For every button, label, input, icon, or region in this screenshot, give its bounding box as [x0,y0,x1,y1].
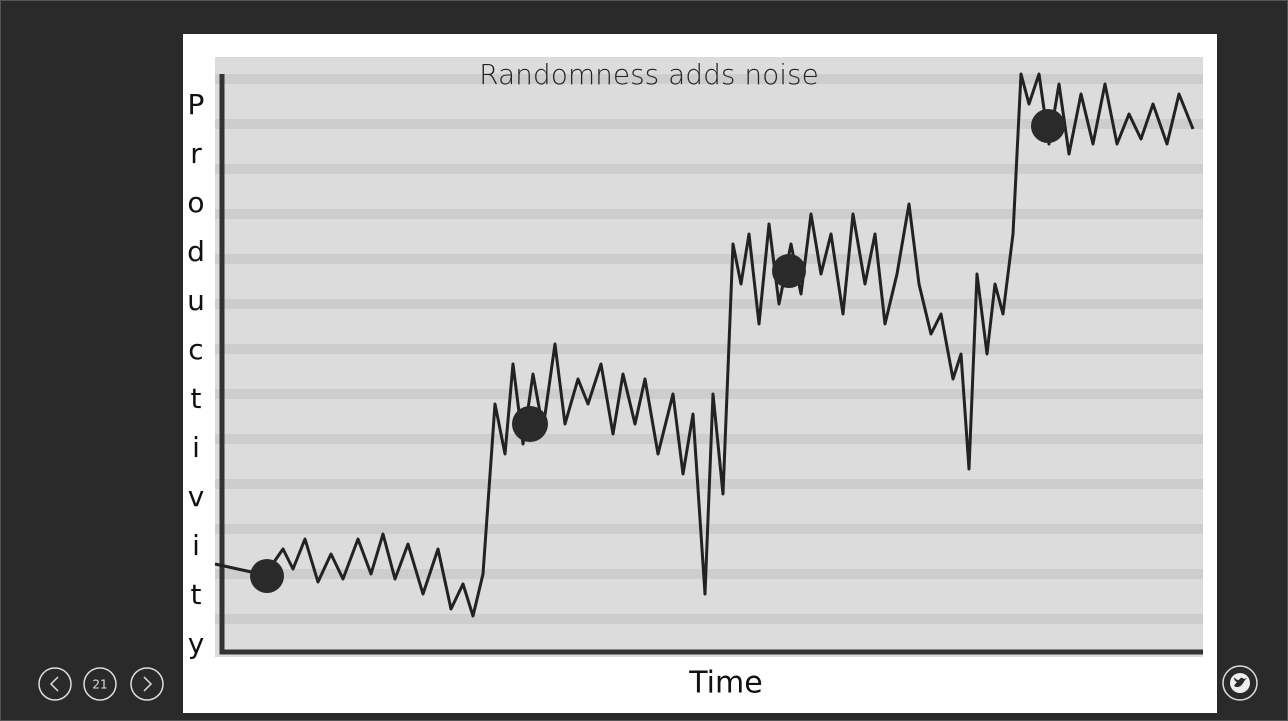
scanned-image [215,57,1203,657]
y-axis-letter: r [190,137,202,170]
y-axis-letter: c [188,333,203,366]
y-axis-letter: u [187,284,205,317]
y-axis-letter: d [187,235,205,268]
y-axis-letter: i [192,529,200,562]
y-axis-letter: t [191,382,202,415]
y-axis-letter: i [192,431,200,464]
y-axis-letter: o [187,186,204,219]
y-axis-letter: P [188,88,205,121]
y-axis-letter: v [188,480,205,513]
viewer: Randomness adds noise Productivity Time … [0,0,1288,721]
x-axis-label: Time [688,666,762,701]
y-axis-letter: t [191,578,202,611]
y-axis-letter: y [188,627,205,660]
slide-title: Randomness adds noise [479,58,819,91]
